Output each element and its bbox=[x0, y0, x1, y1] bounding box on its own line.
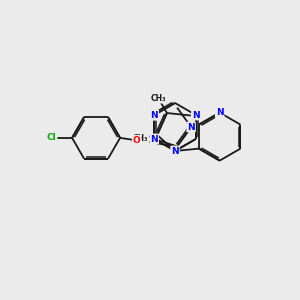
Text: O: O bbox=[133, 136, 141, 145]
Text: N: N bbox=[216, 108, 224, 117]
Text: N: N bbox=[171, 146, 179, 155]
Text: CH₃: CH₃ bbox=[133, 134, 148, 143]
Text: N: N bbox=[150, 134, 158, 143]
Text: N: N bbox=[187, 122, 195, 131]
Text: N: N bbox=[150, 110, 158, 119]
Text: N: N bbox=[150, 110, 158, 119]
Text: N: N bbox=[192, 110, 200, 119]
Text: Cl: Cl bbox=[47, 134, 57, 142]
Text: CH₃: CH₃ bbox=[151, 94, 166, 103]
